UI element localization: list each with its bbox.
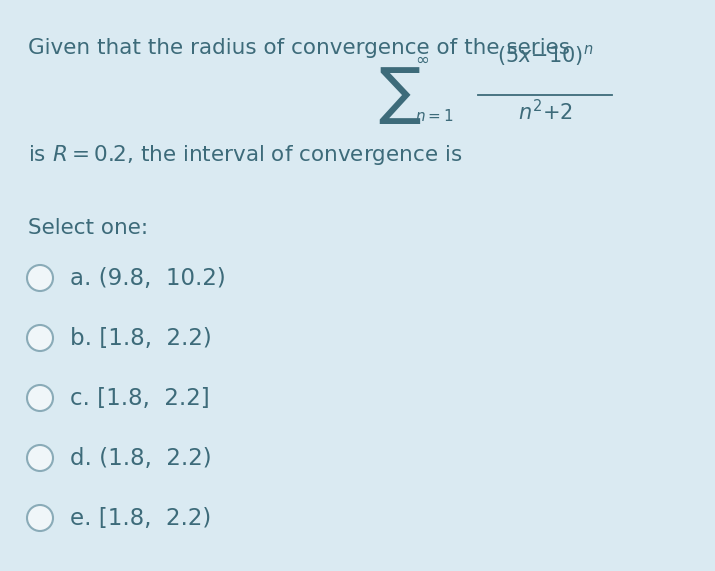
Circle shape: [27, 505, 53, 531]
Text: $\sum$: $\sum$: [378, 65, 422, 126]
Text: e. [1.8,  2.2): e. [1.8, 2.2): [70, 506, 211, 529]
Text: c. [1.8,  2.2]: c. [1.8, 2.2]: [70, 387, 209, 409]
Text: b. [1.8,  2.2): b. [1.8, 2.2): [70, 327, 212, 349]
Text: Given that the radius of convergence of the series: Given that the radius of convergence of …: [28, 38, 570, 58]
Circle shape: [27, 445, 53, 471]
Text: d. (1.8,  2.2): d. (1.8, 2.2): [70, 447, 212, 469]
Text: $(5x{-}10)^{n}$: $(5x{-}10)^{n}$: [497, 43, 593, 68]
Circle shape: [27, 325, 53, 351]
Circle shape: [27, 265, 53, 291]
Text: $n{=}1$: $n{=}1$: [415, 108, 453, 124]
Text: is $\mathit{R} = 0.2$, the interval of convergence is: is $\mathit{R} = 0.2$, the interval of c…: [28, 143, 463, 167]
Text: $n^{2}{+}2$: $n^{2}{+}2$: [518, 99, 573, 124]
Circle shape: [27, 385, 53, 411]
Text: Select one:: Select one:: [28, 218, 148, 238]
Text: $\infty$: $\infty$: [415, 50, 429, 68]
Text: a. (9.8,  10.2): a. (9.8, 10.2): [70, 267, 226, 289]
